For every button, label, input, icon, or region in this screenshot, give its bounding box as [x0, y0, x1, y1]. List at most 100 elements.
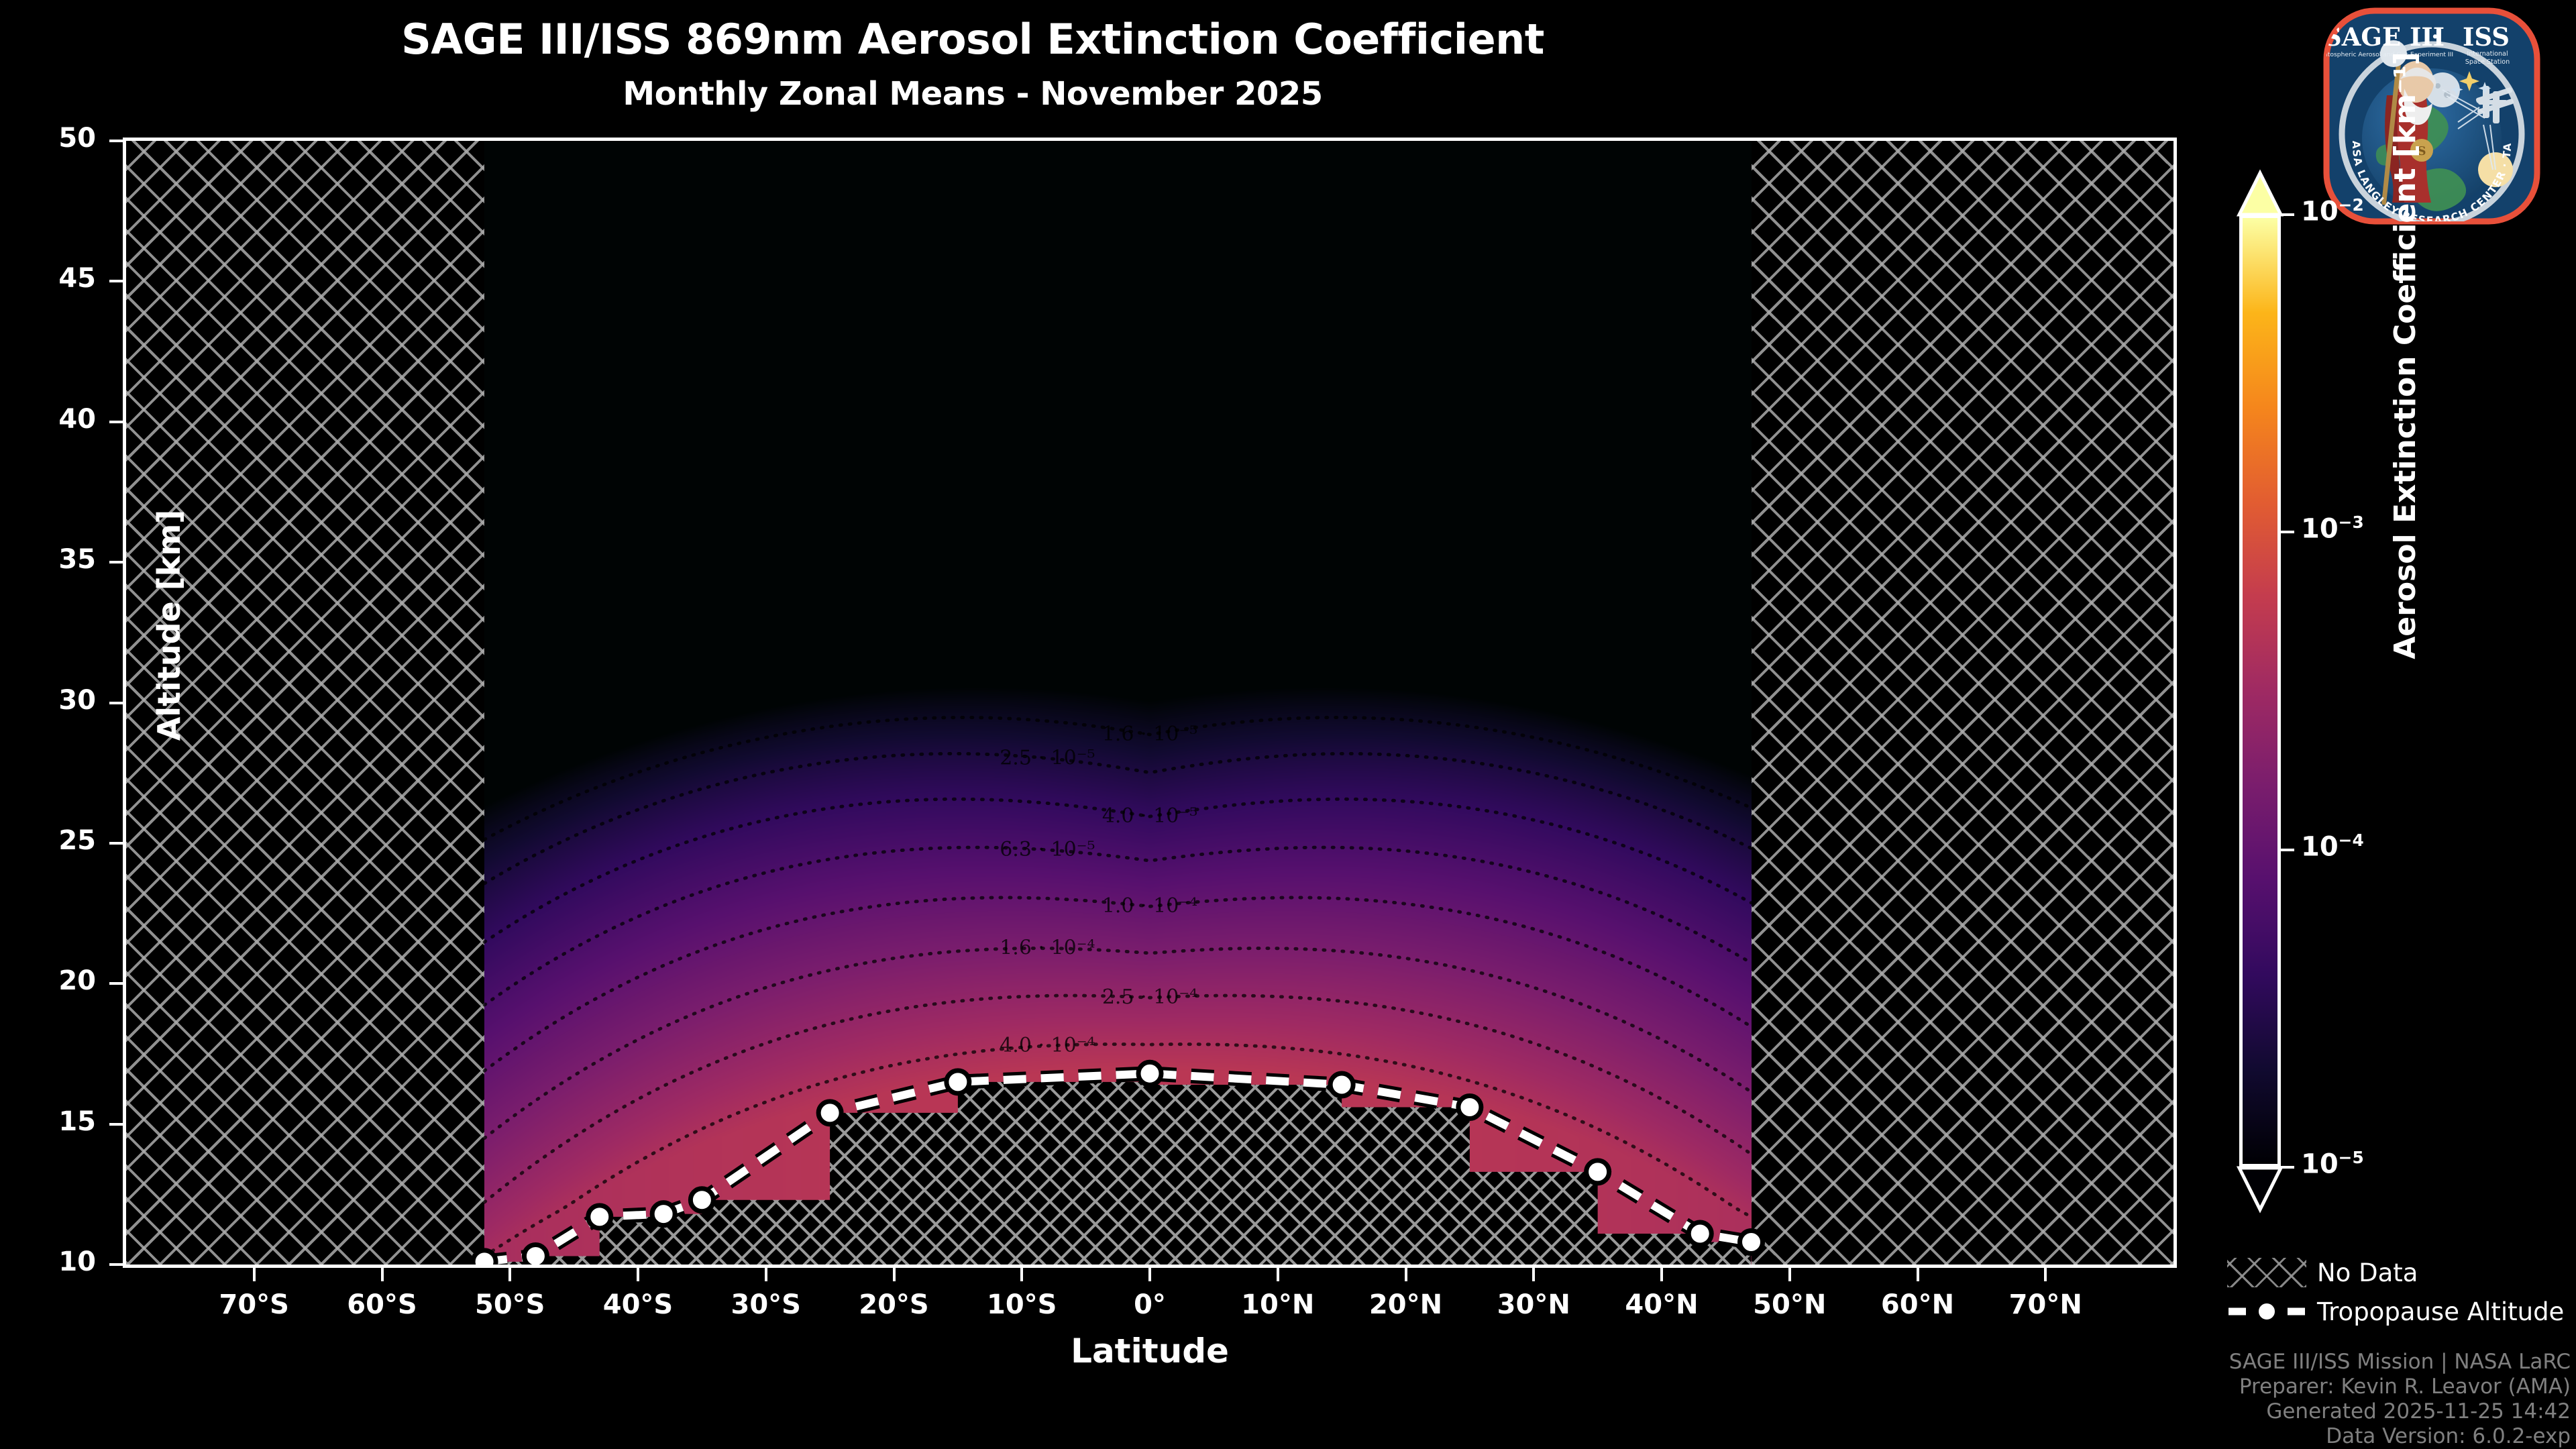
x-axis-tick	[1404, 1268, 1407, 1281]
legend: No Data Tropopause Altitude	[2227, 1253, 2576, 1331]
y-axis-tick	[109, 1263, 123, 1266]
y-axis-tick-label: 15	[58, 1106, 96, 1137]
x-axis-tick-label: 10°S	[987, 1289, 1057, 1320]
legend-item-tropopause: Tropopause Altitude	[2227, 1292, 2576, 1331]
dashed-line-marker-icon	[2227, 1297, 2306, 1326]
hatch-swatch-icon	[2227, 1258, 2306, 1287]
y-axis-tick	[109, 841, 123, 845]
colorbar-tick	[2281, 531, 2294, 534]
y-axis-tick	[109, 982, 123, 985]
sage-iii-iss-mission-patch-logo: S SAGE III · ISS Stratospheric Aerosol a…	[2320, 7, 2544, 231]
tropopause-marker	[1456, 1093, 1484, 1121]
contour-label: 6.3 · 10⁻⁵	[1000, 838, 1095, 861]
x-axis-tick-label: 30°N	[1497, 1289, 1570, 1320]
x-axis-tick	[1020, 1268, 1024, 1281]
x-axis-tick	[892, 1268, 896, 1281]
tropopause-marker	[649, 1200, 678, 1228]
tropopause-marker	[1737, 1228, 1766, 1256]
tropopause-altitude-line	[470, 1059, 1766, 1265]
figure-title: SAGE III/ISS 869nm Aerosol Extinction Co…	[401, 15, 1544, 64]
contour-line	[482, 994, 1753, 1204]
colorbar-tick	[2281, 213, 2294, 216]
contour-label: 1.6 · 10⁻⁴	[1000, 936, 1095, 960]
x-axis-tick-label: 70°N	[2008, 1289, 2082, 1320]
svg-text:International: International	[2467, 50, 2508, 58]
colorbar-gradient	[2239, 215, 2281, 1167]
legend-item-no-data: No Data	[2227, 1253, 2576, 1292]
tropopause-marker	[470, 1248, 498, 1265]
contour-line	[482, 947, 1753, 1140]
x-axis-tick-label: 60°N	[1880, 1289, 1955, 1320]
contour-label: 1.0 · 10⁻⁴	[1102, 894, 1197, 918]
contour-line	[482, 797, 1753, 944]
y-axis-tick	[109, 140, 123, 142]
footer-line: Generated 2025-11-25 14:42	[2266, 1399, 2571, 1424]
y-axis-tick-label: 20	[58, 965, 96, 997]
contour-line	[482, 1042, 1753, 1258]
tropopause-marker	[586, 1203, 614, 1231]
no-data-region-south	[126, 141, 485, 1265]
tropopause-line-outline	[483, 1066, 1753, 1265]
colorbar-title: Aerosol Extinction Coefficient [km⁻¹]	[2388, 52, 2422, 659]
y-axis-tick-label: 10	[58, 1246, 96, 1277]
x-axis-tick	[1148, 1268, 1151, 1281]
footer-line: Preparer: Kevin R. Leavor (AMA)	[2239, 1375, 2571, 1399]
svg-text:S: S	[2418, 144, 2426, 158]
x-axis-tick	[1276, 1268, 1279, 1281]
below-tropopause-mask	[484, 1081, 1752, 1265]
x-axis-tick-label: 20°S	[859, 1289, 929, 1320]
contour-lines: 1.6 · 10⁻⁵ 2.5 · 10⁻⁵ 4.0 · 10⁻⁵ 6.3 · 10⁻⁵…	[482, 716, 1753, 1258]
tropopause-marker	[688, 1186, 716, 1214]
x-axis-tick	[1788, 1268, 1791, 1281]
svg-text:Stratospheric Aerosol and Gas: Stratospheric Aerosol and Gas Experiment…	[2320, 51, 2453, 58]
x-axis-tick-label: 60°S	[347, 1289, 417, 1320]
contour-line	[482, 896, 1753, 1073]
no-data-region-north	[1751, 141, 2174, 1265]
y-axis-tick	[109, 561, 123, 564]
x-axis-tick	[252, 1268, 256, 1281]
tropopause-marker	[1136, 1059, 1164, 1087]
y-axis-tick-label: 50	[58, 123, 96, 154]
x-axis-tick-label: 50°N	[1753, 1289, 1827, 1320]
colorbar-tick	[2281, 848, 2294, 851]
footer-credits: SAGE III/ISS Mission | NASA LaRC Preparer…	[2229, 1350, 2571, 1449]
colorbar-tick	[2281, 1166, 2294, 1169]
contour-line	[482, 845, 1753, 1007]
colorbar	[2236, 169, 2284, 1214]
figure-subtitle: Monthly Zonal Means - November 2025	[623, 75, 1323, 113]
svg-text:ISS: ISS	[2463, 22, 2510, 52]
y-axis-tick-label: 45	[58, 263, 96, 294]
tropopause-marker	[944, 1068, 972, 1096]
x-axis-tick-label: 50°S	[475, 1289, 545, 1320]
svg-text:SAGE III: SAGE III	[2324, 22, 2445, 52]
tropopause-marker	[521, 1242, 549, 1265]
footer-line: Data Version: 6.0.2-exp	[2326, 1424, 2571, 1448]
x-axis-tick-label: 30°S	[731, 1289, 801, 1320]
colorbar-tick-label: 10−4	[2301, 830, 2364, 862]
legend-label-tropopause: Tropopause Altitude	[2317, 1297, 2565, 1326]
y-axis-tick-label: 25	[58, 824, 96, 856]
x-axis-tick	[764, 1268, 767, 1281]
y-axis-tick-label: 30	[58, 684, 96, 716]
contour-line	[482, 752, 1753, 885]
y-axis-label: Altitude [km]	[151, 509, 187, 741]
y-axis-tick	[109, 1122, 123, 1126]
contour-label: 4.0 · 10⁻⁵	[1102, 804, 1197, 828]
footer-line: SAGE III/ISS Mission | NASA LaRC	[2229, 1350, 2571, 1374]
y-axis-tick-label: 40	[58, 403, 96, 435]
tropopause-marker	[1584, 1158, 1612, 1186]
tropopause-marker	[1328, 1071, 1356, 1099]
contour-line	[482, 716, 1753, 841]
svg-text:·: ·	[2431, 23, 2439, 50]
y-axis-tick-label: 35	[58, 544, 96, 576]
colorbar-tick-label: 10−2	[2301, 195, 2364, 227]
tropopause-marker	[816, 1099, 844, 1127]
x-axis-tick	[380, 1268, 384, 1281]
x-axis-tick-label: 10°N	[1241, 1289, 1315, 1320]
y-axis-tick	[109, 420, 123, 423]
x-axis-tick	[1532, 1268, 1536, 1281]
contour-label: 1.6 · 10⁻⁵	[1102, 722, 1197, 746]
y-axis-tick	[109, 280, 123, 283]
x-axis-tick-label: 40°N	[1625, 1289, 1699, 1320]
